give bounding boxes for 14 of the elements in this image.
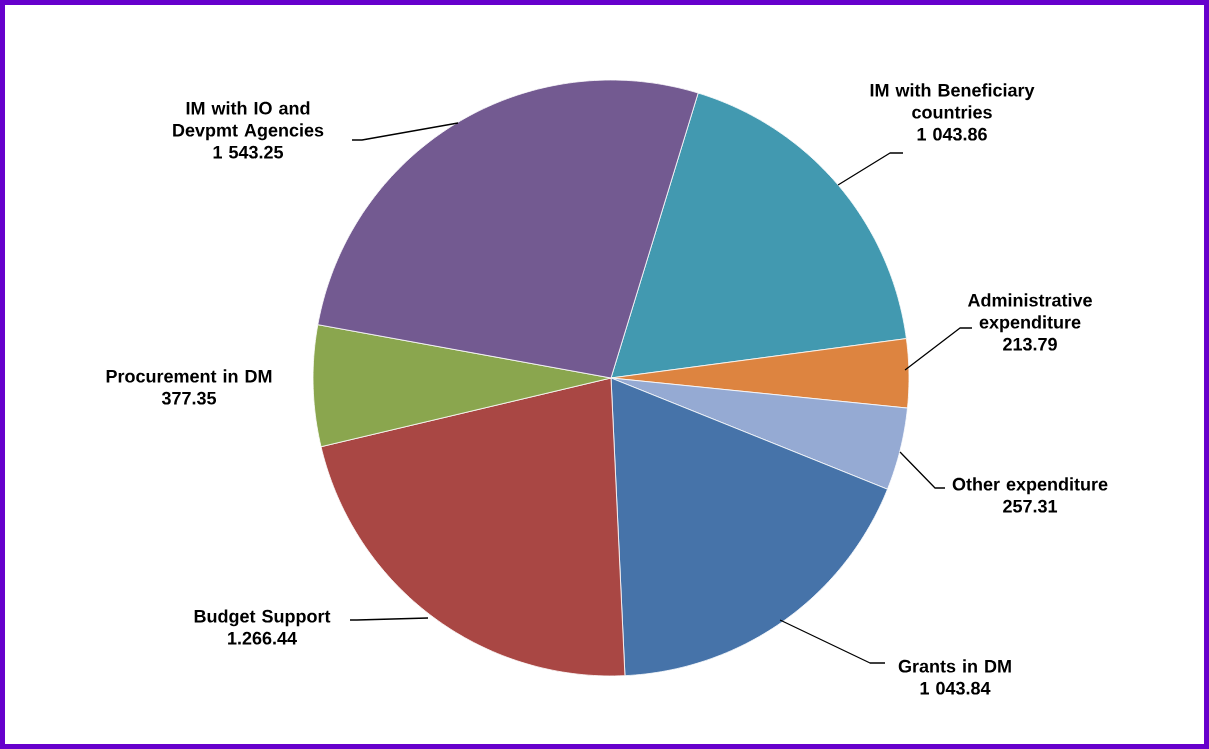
data-label: 1 043.84: [920, 681, 991, 695]
slice-label: Budget Support: [194, 609, 331, 627]
data-label: 1 043.86: [917, 127, 987, 141]
data-label: 1 543.25: [213, 145, 284, 159]
data-label: 377.35: [161, 391, 217, 405]
slice-label: Other expenditure: [952, 477, 1108, 495]
slice-label: Grants in DM: [898, 659, 1011, 673]
slice-label: IM with IO and Devpmt Agencies: [173, 101, 324, 141]
slice-label: Administrative expenditure: [967, 293, 1092, 333]
slice-label: Procurement in DM: [106, 369, 272, 383]
data-label: 1.266.44: [228, 631, 297, 645]
data-label: 213.79: [1003, 337, 1057, 351]
slice-label: IM with Beneficiary countries: [870, 83, 1035, 119]
data-label: 257.31: [1003, 499, 1058, 513]
